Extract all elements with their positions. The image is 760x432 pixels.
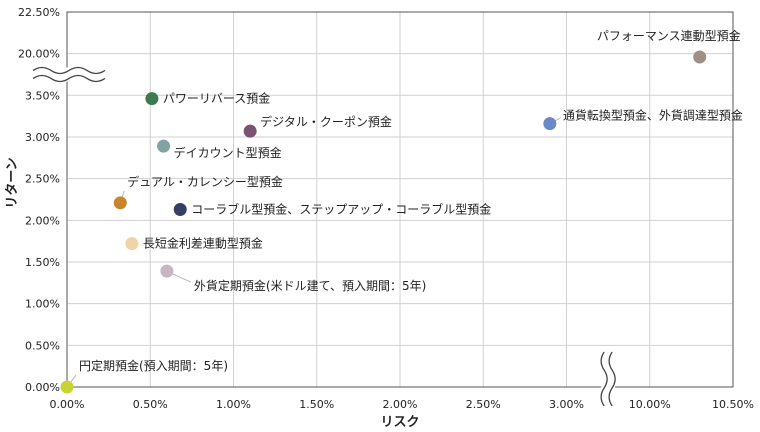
point-label: 通貨転換型預金、外貨調達型預金	[563, 108, 743, 123]
point-label: パフォーマンス連動型預金	[597, 28, 741, 43]
point-label: コーラブル型預金、ステップアップ・コーラブル型預金	[191, 201, 491, 216]
data-point	[60, 380, 74, 394]
data-point	[145, 92, 159, 106]
data-point	[243, 124, 257, 138]
y-tick-label: 2.50%	[25, 173, 60, 186]
data-point	[173, 202, 187, 216]
y-tick-label: 0.50%	[25, 339, 60, 352]
y-tick-label: 0.00%	[25, 381, 60, 394]
y-tick-label: 1.00%	[25, 298, 60, 311]
y-tick-labels: 0.00% 0.50% 1.00% 1.50% 2.00% 2.50% 3.00% 3.50%…	[18, 6, 60, 394]
y-tick-label: 20.00%	[18, 48, 60, 61]
x-tick-label: 0.00%	[50, 398, 85, 411]
data-point	[157, 139, 171, 153]
x-tick-label: 10.00%	[629, 398, 671, 411]
y-axis-break-squiggle	[32, 66, 106, 75]
x-tick-labels: 0.00% 0.50% 1.00% 1.50% 2.00% 2.50% 3.00% 10.00…	[50, 398, 754, 411]
y-axis-title: リターン	[5, 157, 20, 208]
x-tick-label: 10.50%	[712, 398, 754, 411]
data-point	[543, 117, 557, 131]
x-tick-label: 2.50%	[466, 398, 501, 411]
axis-breaks	[32, 66, 616, 410]
y-tick-label: 3.50%	[25, 89, 60, 102]
x-axis-break-gap	[601, 350, 616, 410]
point-label: デジタル・クーポン預金	[260, 114, 392, 129]
y-tick-label: 3.00%	[25, 131, 60, 144]
point-label: デュアル・カレンシー型預金	[127, 174, 283, 189]
data-point	[113, 196, 127, 210]
y-axis-break-squiggle	[32, 74, 106, 83]
x-axis-title: リスク	[380, 415, 419, 430]
x-tick-label: 0.50%	[133, 398, 168, 411]
point-label: 円定期預金(預入期間：5年)	[79, 358, 228, 373]
x-tick-label: 3.00%	[549, 398, 584, 411]
grid	[67, 12, 733, 387]
data-points: 円定期預金(預入期間：5年) パワーリバース預金デジタル・クーポン預金デイカウント…	[60, 28, 743, 394]
point-label: パワーリバース預金	[163, 91, 270, 106]
data-point	[125, 237, 139, 251]
x-axis-break-squiggle	[608, 351, 616, 407]
y-tick-label: 22.50%	[18, 6, 60, 19]
data-point	[693, 50, 707, 64]
data-point	[160, 264, 174, 278]
x-tick-label: 2.00%	[383, 398, 418, 411]
x-tick-label: 1.00%	[216, 398, 251, 411]
plot-frame	[66, 11, 734, 388]
y-tick-label: 2.00%	[25, 214, 60, 227]
point-label: デイカウント型預金	[174, 145, 282, 160]
x-tick-label: 1.50%	[299, 398, 334, 411]
point-label: 長短金利差連動型預金	[143, 236, 263, 251]
x-axis-break-squiggle	[600, 351, 608, 407]
point-label: 外貨定期預金(米ドル建て、預入期間：5年)	[194, 278, 426, 293]
y-tick-label: 1.50%	[25, 256, 60, 269]
